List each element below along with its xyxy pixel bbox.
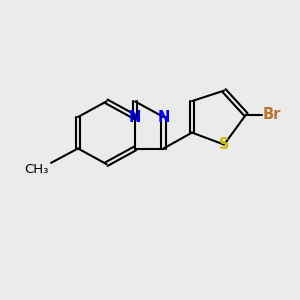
Text: CH₃: CH₃	[24, 163, 49, 176]
Text: S: S	[219, 137, 230, 152]
Text: N: N	[157, 110, 170, 124]
Text: Br: Br	[262, 107, 281, 122]
Text: N: N	[129, 110, 141, 124]
